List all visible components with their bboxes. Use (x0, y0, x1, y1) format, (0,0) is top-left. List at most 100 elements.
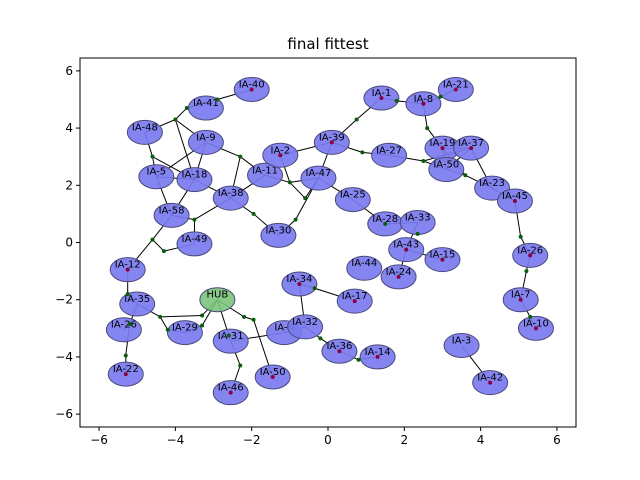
node-label: IA-26 (111, 320, 137, 331)
node-label: IA-21 (443, 79, 469, 90)
node-label: IA-29 (172, 323, 198, 334)
node-label: IA-25 (340, 190, 366, 201)
node: IA-27 (371, 142, 408, 168)
node: IA-5 (138, 164, 175, 190)
node-ellipse (260, 222, 297, 248)
node-label: IA-11 (252, 165, 278, 176)
node-label: IA-44 (351, 258, 377, 269)
junction-dot (312, 286, 317, 291)
endpoint-dot (337, 349, 342, 354)
junction-dot (518, 234, 523, 239)
endpoint-dot (440, 257, 445, 262)
junction-dot (158, 314, 163, 319)
edge-line (159, 316, 169, 330)
node: IA-9 (187, 129, 224, 155)
node-label: IA-27 (376, 145, 402, 156)
endpoint-dot (329, 140, 334, 145)
junction-dot (173, 117, 178, 122)
node-group: IA-40 IA-41 IA-48 IA-9 IA-5 IA-18 IA-38 IA-58 IA… (105, 76, 554, 406)
y-tick-label: −2 (55, 293, 73, 307)
junction-dot (415, 231, 420, 236)
junction-dot (127, 322, 132, 327)
node-label: IA-9 (196, 132, 216, 143)
node-ellipse (105, 317, 142, 343)
node: IA-18 (176, 167, 213, 193)
edge-line (160, 314, 203, 318)
node-label: IA-5 (147, 167, 167, 178)
node: IA-58 (153, 202, 190, 228)
node-ellipse (166, 320, 203, 346)
node-label: IA-7 (511, 290, 531, 301)
node-label: IA-1 (372, 88, 392, 99)
junction-dot (200, 313, 205, 318)
endpoint-dot (440, 146, 445, 151)
endpoint-dot (533, 326, 538, 331)
endpoint-dot (278, 153, 283, 158)
node: IA-47 (300, 165, 337, 191)
node: IA-49 (176, 231, 213, 257)
x-tick-label: 4 (477, 433, 485, 447)
junction-dot (524, 269, 529, 274)
junction-dot (161, 249, 166, 254)
x-tick-label: 2 (400, 433, 408, 447)
endpoint-dot (512, 199, 517, 204)
node-ellipse (176, 231, 213, 257)
endpoint-dot (469, 146, 474, 151)
junction-dot (293, 217, 298, 222)
node-label: IA-45 (502, 191, 528, 202)
junction-dot (425, 126, 430, 131)
x-tick-label: 0 (324, 433, 332, 447)
endpoint-dot (518, 297, 523, 302)
junction-dot (421, 158, 426, 163)
endpoint-dot (270, 374, 275, 379)
node-label: IA-30 (265, 225, 291, 236)
endpoint-dot (421, 101, 426, 106)
junction-dot (383, 221, 388, 226)
junction-dot (215, 97, 220, 102)
node-label: HUB (207, 290, 229, 301)
junction-dot (394, 98, 399, 103)
node: IA-25 (334, 187, 371, 213)
junction-dot (150, 154, 155, 159)
junction-dot (238, 154, 243, 159)
node-ellipse (212, 328, 249, 354)
y-tick-label: −4 (55, 350, 73, 364)
node-ellipse (443, 332, 480, 358)
node-label: IA-35 (124, 294, 150, 305)
hub-node: HUB (199, 287, 236, 313)
endpoint-dot (297, 281, 302, 286)
plot-area: IA-40 IA-41 IA-48 IA-9 IA-5 IA-18 IA-38 IA-58 IA… (105, 76, 554, 406)
node-ellipse (428, 157, 465, 183)
node-label: IA-23 (479, 178, 505, 189)
endpoint-dot (404, 247, 409, 252)
node-label: IA-28 (372, 214, 398, 225)
node-ellipse (300, 165, 337, 191)
junction-dot (528, 314, 533, 319)
junction-dot (287, 180, 292, 185)
junction-dot (251, 211, 256, 216)
node-ellipse (371, 142, 408, 168)
node: IA-3 (443, 332, 480, 358)
node-label: IA-47 (306, 168, 332, 179)
edge-line (152, 239, 165, 252)
endpoint-dot (123, 372, 128, 377)
node-label: IA-38 (218, 188, 244, 199)
node-label: IA-42 (477, 373, 503, 384)
junction-dot (438, 94, 443, 99)
node-label: IA-32 (292, 317, 318, 328)
node-label: IA-18 (182, 170, 208, 181)
node: IA-29 (166, 320, 203, 346)
node-label: IA-14 (365, 347, 391, 358)
node-label: IA-40 (239, 79, 265, 90)
node-ellipse (153, 202, 190, 228)
junction-dot (226, 333, 231, 338)
node-label: IA-41 (193, 98, 219, 109)
node-label: IA-39 (319, 132, 345, 143)
junction-dot (200, 323, 205, 328)
node-ellipse (119, 291, 156, 317)
marker-group (123, 87, 538, 395)
node-label: IA-24 (386, 267, 412, 278)
node-label: IA-36 (326, 341, 352, 352)
